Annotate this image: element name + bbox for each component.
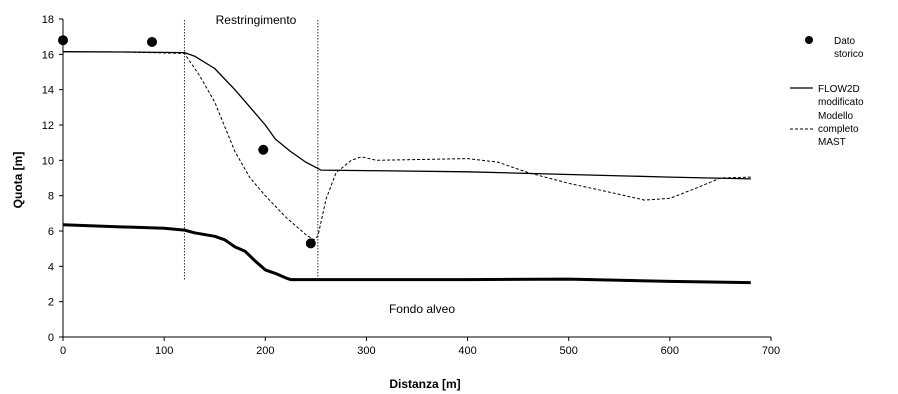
x-ticks: 0 100 200 300 400 500 600 700 — [60, 337, 780, 357]
x-tick-label: 500 — [560, 345, 578, 357]
y-tick-label: 14 — [42, 85, 54, 97]
x-tick-label: 100 — [155, 345, 173, 357]
x-tick-label: 0 — [60, 345, 66, 357]
series-layer — [58, 35, 751, 285]
legend: Dato storico FLOW2D modificato Modello c… — [790, 36, 864, 148]
legend-label-flow2d: FLOW2D modificato — [818, 84, 864, 108]
y-tick-label: 4 — [48, 261, 54, 273]
series-line-flow2d — [62, 51, 751, 180]
restriction-lines — [183, 20, 319, 280]
restriction-label: Restringimento — [216, 13, 297, 27]
x-tick-label: 400 — [458, 345, 476, 357]
bed-label: Fondo alveo — [389, 302, 455, 316]
legend-label-dato-storico: Dato storico — [834, 36, 864, 60]
legend-label-mast: Modello completo MAST — [818, 111, 861, 148]
x-tick-label: 700 — [762, 345, 780, 357]
x-tick-label: 300 — [357, 345, 375, 357]
data-point-dato-storico — [147, 36, 158, 47]
legend-marker-dato-storico — [805, 36, 813, 44]
y-tick-label: 8 — [48, 191, 54, 203]
x-tick-label: 200 — [256, 345, 274, 357]
data-point-dato-storico — [258, 144, 269, 155]
x-tick-label: 600 — [661, 345, 679, 357]
y-tick-label: 12 — [42, 120, 54, 132]
y-tick-label: 6 — [48, 226, 54, 238]
data-point-dato-storico — [58, 35, 68, 46]
y-tick-label: 0 — [48, 332, 54, 344]
y-tick-label: 10 — [42, 155, 54, 167]
y-tick-label: 18 — [42, 14, 54, 26]
data-point-dato-storico — [305, 238, 316, 249]
y-axis-title: Quota [m] — [11, 152, 25, 209]
series-line-mast — [62, 51, 751, 241]
series-line-fondo-alveo — [62, 223, 751, 285]
y-tick-label: 16 — [42, 49, 54, 61]
axes: 0 100 200 300 400 500 600 700 0 2 4 6 8 10 12 14 16 18 — [42, 14, 780, 357]
y-ticks: 0 2 4 6 8 10 12 14 16 18 — [42, 14, 63, 344]
y-tick-label: 2 — [48, 297, 54, 309]
x-axis-title: Distanza [m] — [389, 377, 460, 391]
